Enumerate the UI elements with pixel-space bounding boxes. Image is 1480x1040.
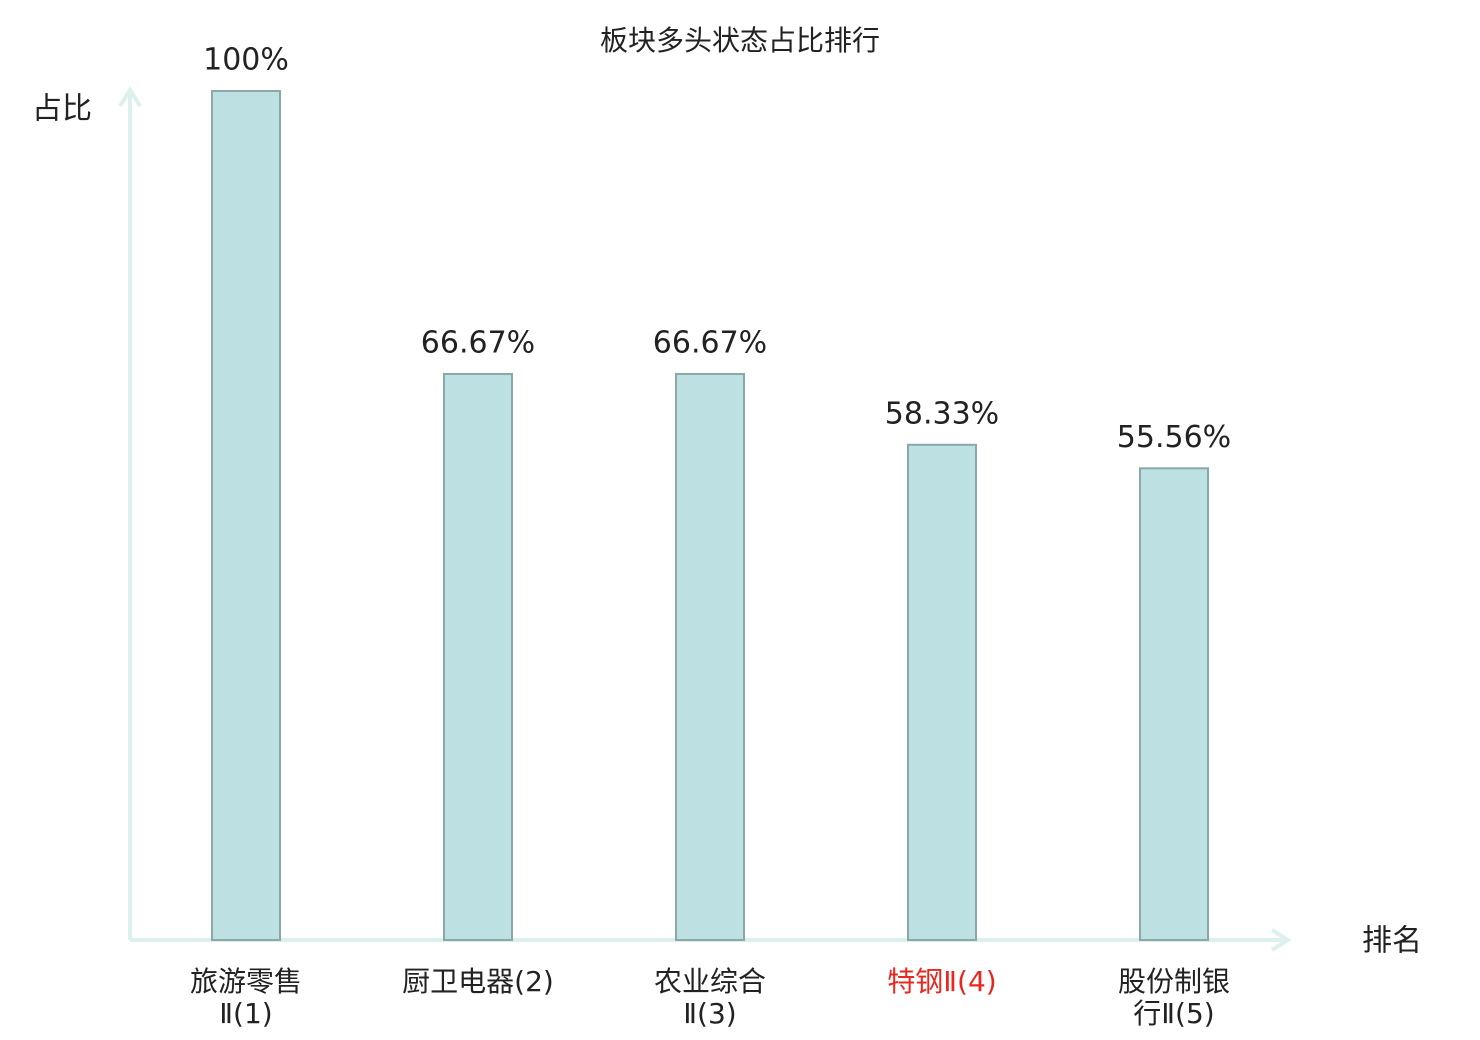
x-tick-label: 特钢Ⅱ(4) [887, 965, 997, 998]
chart-title: 板块多头状态占比排行 [600, 24, 880, 57]
x-tick-label: 厨卫电器(2) [402, 965, 554, 998]
x-tick-label: 股份制银 行Ⅱ(5) [1117, 965, 1230, 1030]
value-label: 100% [203, 43, 289, 78]
value-label: 55.56% [1117, 420, 1231, 455]
x-tick-label: 旅游零售 Ⅱ(1) [189, 965, 302, 1030]
bar [907, 443, 977, 941]
y-axis-label: 占比 [32, 92, 92, 127]
value-label: 66.67% [653, 325, 767, 360]
bar [675, 372, 745, 942]
bar [1139, 467, 1209, 941]
x-tick-label: 农业综合 Ⅱ(3) [653, 965, 766, 1030]
value-label: 66.67% [421, 325, 535, 360]
x-axis-arrow [1270, 928, 1292, 952]
bar [211, 90, 281, 941]
value-label: 58.33% [885, 396, 999, 431]
y-axis-arrow [118, 86, 142, 108]
x-axis-label: 排名 [1362, 924, 1422, 959]
bar [443, 372, 513, 942]
